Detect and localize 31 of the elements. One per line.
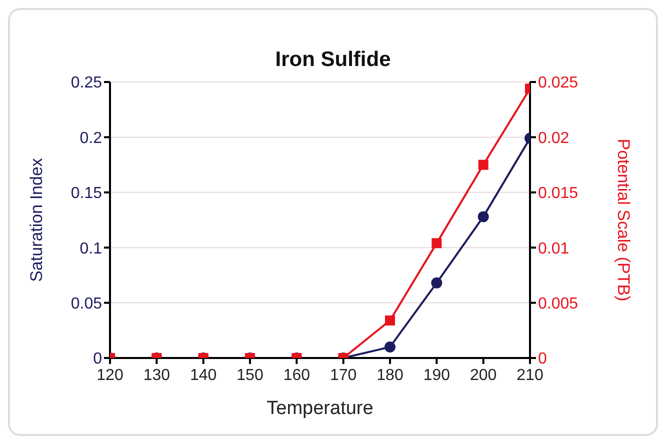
- y-tick-label: 0.25: [70, 74, 102, 92]
- y-tick-label: 0.2: [80, 130, 102, 147]
- point: [432, 238, 442, 248]
- y2-tick-label: 0: [538, 350, 547, 368]
- y2-tick-label: 0.015: [538, 185, 578, 202]
- point: [384, 341, 396, 352]
- y2-axis-title: Potential Scale (PTB): [614, 138, 633, 302]
- y-tick-label: 0: [93, 350, 102, 368]
- x-tick-label: 150: [236, 367, 264, 384]
- chart-title: Iron Sulfide: [274, 47, 392, 72]
- point: [478, 160, 488, 170]
- y-axis-title: Saturation Index: [27, 158, 46, 282]
- y-tick-label: 0.1: [80, 240, 102, 258]
- y2-tick-label: 0.025: [538, 74, 578, 92]
- x-tick-label: 210: [516, 367, 544, 384]
- x-tick-label: 160: [283, 367, 310, 384]
- y2-tick-label: 0.02: [538, 130, 570, 147]
- x-tick-label: 200: [470, 367, 497, 384]
- x-tick-label: 120: [96, 367, 124, 384]
- point: [431, 277, 442, 288]
- y-tick-label: 0.15: [70, 185, 102, 202]
- x-tick-label: 180: [376, 367, 404, 384]
- x-axis-title: Temperature: [266, 398, 374, 419]
- y2-tick-label: 0.005: [538, 295, 578, 312]
- x-tick-label: 140: [190, 367, 217, 384]
- x-tick-label: 190: [423, 367, 450, 384]
- y-tick-label: 0.05: [70, 295, 102, 312]
- x-tick-label: 170: [330, 367, 357, 384]
- y2-tick-label: 0.01: [538, 240, 570, 258]
- x-tick-label: 130: [143, 367, 170, 384]
- point: [478, 211, 489, 222]
